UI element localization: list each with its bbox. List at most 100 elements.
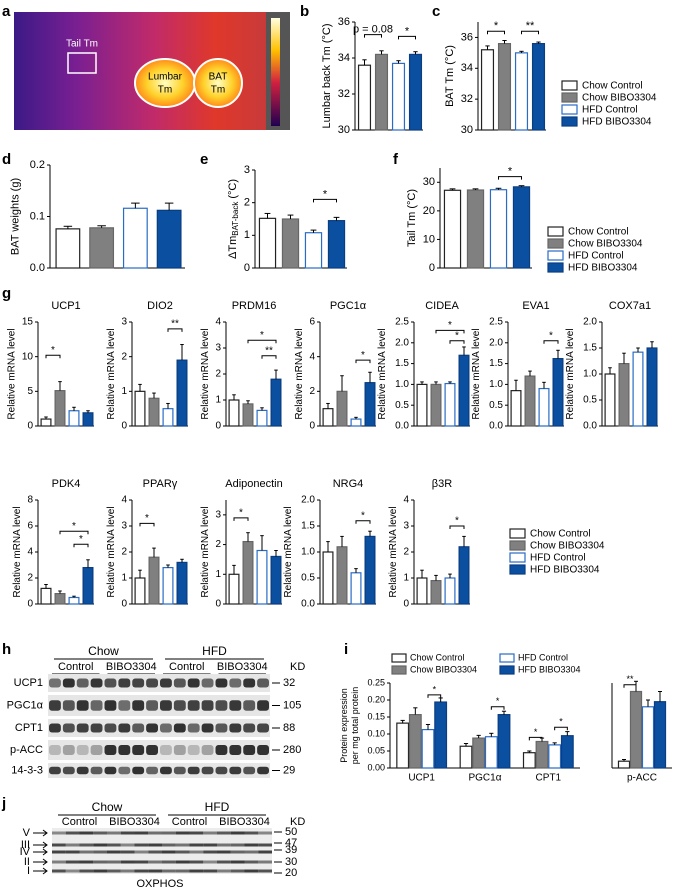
panel-label: j	[1, 795, 6, 812]
significance-label: *	[433, 684, 437, 694]
bar	[484, 736, 498, 769]
row-label: p-ACC	[10, 744, 43, 756]
y-tick-label: 0	[309, 421, 315, 432]
group-label: Chow	[92, 800, 123, 814]
y-tick-label: 10	[423, 233, 435, 245]
y-tick-label: 0.1	[30, 210, 45, 222]
blot-band	[65, 850, 80, 854]
y-tick-label: 34	[461, 62, 473, 74]
blot-band	[258, 869, 272, 873]
blot-band	[173, 766, 186, 775]
bat-label: Tm	[211, 85, 225, 96]
chart-title: β3R	[432, 478, 452, 490]
blot-band	[120, 831, 135, 835]
y-tick-label: 6	[309, 317, 315, 328]
y-tick-label: 0	[27, 599, 33, 610]
bar	[156, 209, 182, 269]
blot-band	[146, 723, 158, 733]
blot-band	[65, 860, 80, 864]
y-axis-label: Relative mRNA level	[106, 328, 117, 419]
blot-band	[203, 860, 217, 864]
y-tick-label: 1	[121, 386, 127, 397]
y-tick-label: 32	[461, 93, 473, 105]
blot-band	[93, 869, 107, 873]
blot-strip	[48, 719, 270, 737]
bar	[270, 378, 282, 427]
blot-band	[230, 850, 245, 854]
blot-strip	[48, 695, 270, 716]
bar	[552, 358, 564, 427]
blot-band	[257, 766, 269, 775]
bar	[82, 566, 94, 605]
blot-band	[201, 700, 214, 711]
bar	[430, 383, 442, 427]
y-tick-label: 0.0	[30, 262, 45, 274]
blot-band	[146, 745, 158, 755]
bar	[162, 408, 174, 427]
bat-label: BAT	[209, 72, 228, 83]
row-label: PGC1α	[7, 699, 44, 711]
blot-band	[49, 766, 61, 775]
group-label: HFD	[202, 644, 227, 658]
significance-bracket	[449, 525, 465, 529]
y-tick-label: 0.5	[583, 395, 597, 406]
bar	[148, 397, 160, 427]
bar	[327, 220, 346, 269]
y-tick-label: 3	[121, 317, 127, 328]
y-tick-label: 8	[27, 495, 33, 506]
y-tick-label: 34	[338, 52, 350, 64]
row-arrow	[33, 848, 48, 856]
legend-swatch	[561, 116, 578, 127]
blot-band	[120, 860, 135, 864]
bar	[40, 587, 52, 605]
x-tick-label: PGC1α	[468, 773, 501, 784]
y-tick-label: 2	[403, 547, 409, 558]
blot-band	[65, 843, 80, 847]
blot-band	[244, 850, 259, 854]
row-label: V	[23, 827, 31, 839]
blot-band	[62, 766, 75, 775]
significance-label: *	[508, 165, 513, 177]
blot-band	[52, 860, 66, 864]
y-tick-label: 0	[215, 421, 221, 432]
legend-swatch	[499, 653, 515, 663]
blot-band	[162, 869, 176, 873]
y-axis-label: Relative mRNA level	[377, 328, 388, 419]
blot-band	[162, 843, 176, 847]
y-tick-label: 0.20	[367, 694, 385, 704]
blot-band	[104, 766, 117, 775]
bar	[458, 546, 470, 605]
bar	[512, 186, 531, 269]
y-tick-label: 2	[27, 573, 33, 584]
chart-title: UCP1	[51, 300, 80, 312]
legend-label: Chow Control	[568, 227, 629, 238]
blot-band	[160, 678, 172, 688]
blot-band	[189, 850, 204, 854]
bar	[242, 403, 254, 427]
bar	[522, 752, 536, 769]
blot-band	[215, 745, 228, 755]
marker-label: 50	[285, 826, 297, 838]
blot-band	[49, 700, 61, 711]
bar	[322, 408, 334, 427]
bar	[304, 232, 323, 269]
bar	[148, 556, 160, 605]
y-tick-label: 2	[309, 386, 315, 397]
y-axis-label: Relative mRNA level	[565, 328, 576, 419]
blot-band	[107, 831, 121, 835]
blot-band	[104, 678, 117, 688]
y-axis-label-main: ΔTm	[227, 236, 239, 259]
bar	[459, 745, 473, 769]
chart-title: DIO2	[147, 300, 173, 312]
blot-band	[93, 850, 107, 854]
blot-band	[243, 700, 256, 711]
blot-band	[148, 860, 162, 864]
blot-band	[90, 766, 103, 775]
blot-band	[175, 850, 190, 854]
blot-band	[203, 843, 217, 847]
y-tick-label: 0.0	[489, 421, 503, 432]
bar	[548, 744, 562, 769]
y-tick-label: 4	[309, 351, 315, 362]
y-tick-label: 0.25	[367, 677, 385, 687]
bar	[391, 62, 406, 131]
